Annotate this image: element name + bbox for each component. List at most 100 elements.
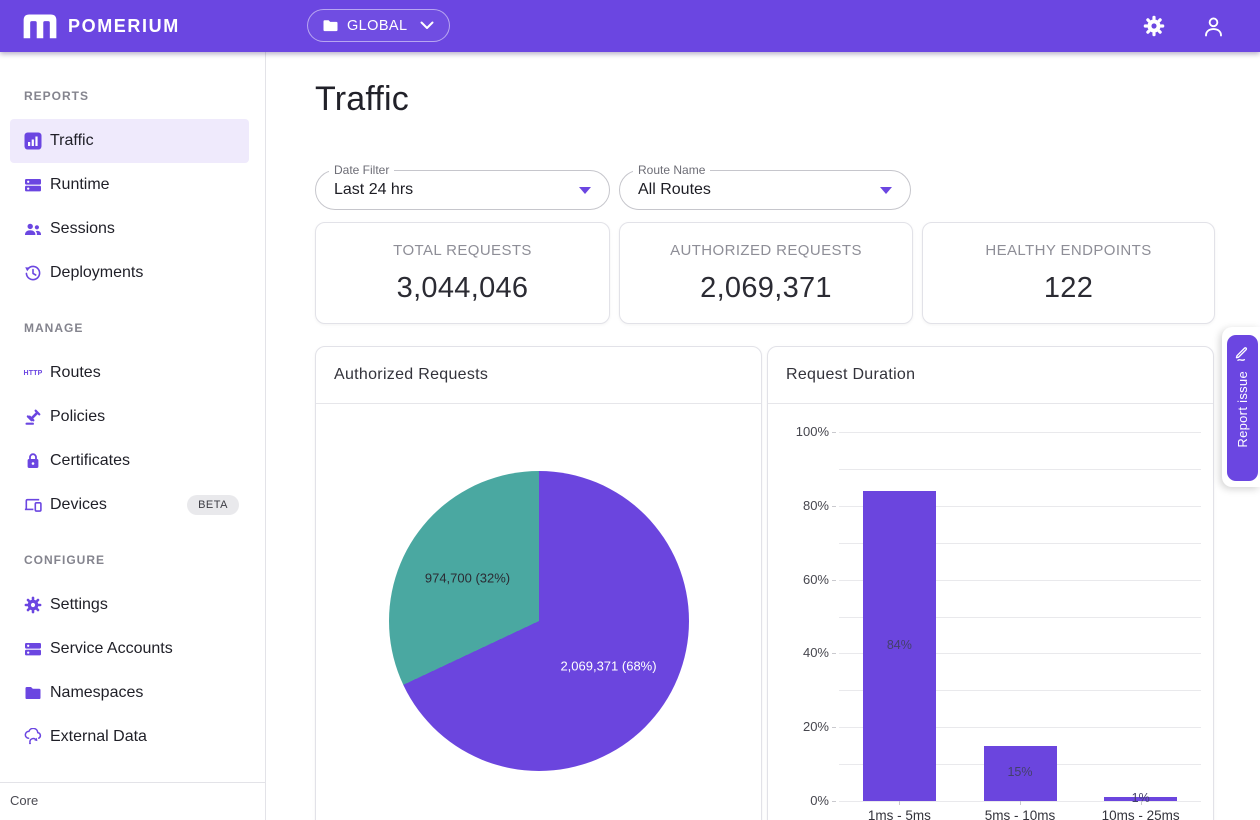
folder-icon: [24, 684, 42, 702]
account-icon[interactable]: [1201, 14, 1226, 39]
bar: [862, 491, 936, 801]
gear-icon: [24, 596, 42, 614]
gridline: [839, 468, 1201, 470]
stats-row: TOTAL REQUESTS 3,044,046 AUTHORIZED REQU…: [315, 222, 1215, 324]
x-axis-tick-mark: [1140, 801, 1142, 805]
lock-icon: [24, 452, 42, 470]
namespace-label: GLOBAL: [347, 17, 408, 34]
core-label: Core: [10, 793, 39, 808]
page-title: Traffic: [315, 80, 409, 118]
sidebar-item-traffic[interactable]: Traffic: [10, 119, 249, 163]
sidebar-item-label: Policies: [50, 408, 106, 425]
main-content: Traffic Date Filter Last 24 hrs Route Na…: [266, 52, 1260, 820]
sidebar-item-label: External Data: [50, 728, 147, 745]
gavel-icon: [24, 408, 42, 426]
pie-chart: 2,069,371 (68%) 974,700 (32%): [388, 471, 689, 771]
pomerium-logo-icon: [22, 12, 58, 40]
pie-slice-label: 974,700 (32%): [424, 570, 511, 586]
x-axis-category-label: 10ms - 25ms: [1101, 808, 1180, 820]
bar-chart-body: 0% 20% 40% 60% 80% 100% 84% 1ms - 5ms 15% 5ms - 1…: [768, 404, 1213, 820]
y-axis-tick-mark: [832, 505, 836, 507]
sidebar-item-label: Service Accounts: [50, 640, 173, 657]
stat-card-authorized-requests: AUTHORIZED REQUESTS 2,069,371: [619, 222, 913, 324]
section-label-configure: CONFIGURE: [24, 553, 105, 567]
sidebar-item-label: Routes: [50, 364, 101, 381]
bar: [983, 745, 1057, 801]
sidebar-item-deployments[interactable]: Deployments: [10, 251, 249, 295]
topbar-actions: [1143, 14, 1238, 39]
authorized-requests-chart-card: Authorized Requests 2,069,371 (68%) 974,…: [315, 346, 762, 820]
charts-row: Authorized Requests 2,069,371 (68%) 974,…: [315, 346, 1215, 820]
storage-icon: [24, 640, 42, 658]
report-issue-label: Report issue: [1235, 371, 1250, 448]
pencil-icon: [1234, 345, 1251, 362]
x-axis-category-label: 5ms - 10ms: [984, 808, 1056, 820]
pie-slice-label: 2,069,371 (68%): [560, 658, 657, 674]
sidebar: REPORTS Traffic: [0, 52, 266, 820]
dropdown-arrow-icon: [880, 186, 892, 194]
cloud-sync-icon: [24, 728, 42, 746]
y-axis-tick-label: 20%: [802, 719, 829, 735]
chevron-down-icon: [420, 21, 434, 30]
gridline: [839, 690, 1201, 692]
bar-value-label: 1%: [1131, 791, 1150, 806]
y-axis-tick-mark: [832, 801, 836, 802]
sidebar-item-label: Runtime: [50, 176, 110, 193]
route-name-select[interactable]: Route Name All Routes: [619, 163, 911, 210]
sidebar-item-devices[interactable]: Devices BETA: [10, 483, 249, 527]
sidebar-item-label: Devices: [50, 496, 107, 513]
y-axis-tick-mark: [832, 727, 836, 729]
bar-chart-icon: [24, 132, 42, 150]
settings-gear-icon[interactable]: [1143, 15, 1165, 37]
y-axis-tick-mark: [832, 653, 836, 655]
topbar: POMERIUM GLOBAL: [0, 0, 1260, 52]
gridline: [839, 542, 1201, 544]
sidebar-item-namespaces[interactable]: Namespaces: [10, 671, 249, 715]
devices-icon: [24, 496, 42, 514]
stat-card-healthy-endpoints: HEALTHY ENDPOINTS 122: [922, 222, 1215, 324]
sidebar-item-settings[interactable]: Settings: [10, 583, 249, 627]
http-icon: HTTP: [23, 369, 43, 377]
date-filter-value: Last 24 hrs: [334, 181, 414, 198]
y-axis-tick-label: 0%: [810, 793, 829, 808]
brand-name: POMERIUM: [68, 15, 180, 36]
sidebar-item-certificates[interactable]: Certificates: [10, 439, 249, 483]
pie-chart-body: 2,069,371 (68%) 974,700 (32%): [316, 471, 761, 820]
sidebar-item-label: Traffic: [50, 132, 94, 149]
dropdown-arrow-icon: [579, 186, 591, 194]
bar-value-label: 84%: [886, 638, 912, 653]
sidebar-item-service-accounts[interactable]: Service Accounts: [10, 627, 249, 671]
sidebar-item-policies[interactable]: Policies: [10, 395, 249, 439]
date-filter-label: Date Filter: [329, 163, 395, 177]
chart-title: Request Duration: [768, 347, 1213, 404]
bar: [1104, 797, 1178, 801]
section-label-reports: REPORTS: [24, 89, 90, 103]
gridline: [839, 432, 1201, 433]
stat-value: 2,069,371: [700, 271, 832, 304]
sidebar-item-label: Deployments: [50, 264, 144, 281]
sidebar-item-routes[interactable]: HTTP Routes: [10, 351, 249, 395]
namespace-selector[interactable]: GLOBAL: [307, 9, 451, 42]
date-filter-select[interactable]: Date Filter Last 24 hrs: [315, 163, 610, 210]
y-axis-tick-mark: [832, 432, 836, 433]
x-axis-category-label: 1ms - 5ms: [867, 808, 931, 820]
gridline: [839, 505, 1201, 507]
x-axis-tick-mark: [899, 801, 901, 805]
gridline: [839, 579, 1201, 581]
sidebar-footer: Core: [0, 782, 265, 820]
beta-badge: BETA: [187, 495, 239, 515]
stat-value: 122: [1043, 271, 1094, 304]
folder-icon: [323, 19, 338, 32]
sidebar-item-label: Namespaces: [50, 684, 144, 701]
sidebar-item-runtime[interactable]: Runtime: [10, 163, 249, 207]
history-icon: [24, 264, 42, 282]
y-axis-tick-label: 60%: [802, 571, 829, 587]
sidebar-item-sessions[interactable]: Sessions: [10, 207, 249, 251]
people-icon: [24, 220, 42, 238]
gridline: [839, 653, 1201, 655]
report-issue-button[interactable]: Report issue: [1227, 335, 1258, 481]
sidebar-item-label: Settings: [50, 596, 108, 613]
sidebar-item-external-data[interactable]: External Data: [10, 715, 249, 759]
gridline: [839, 727, 1201, 729]
